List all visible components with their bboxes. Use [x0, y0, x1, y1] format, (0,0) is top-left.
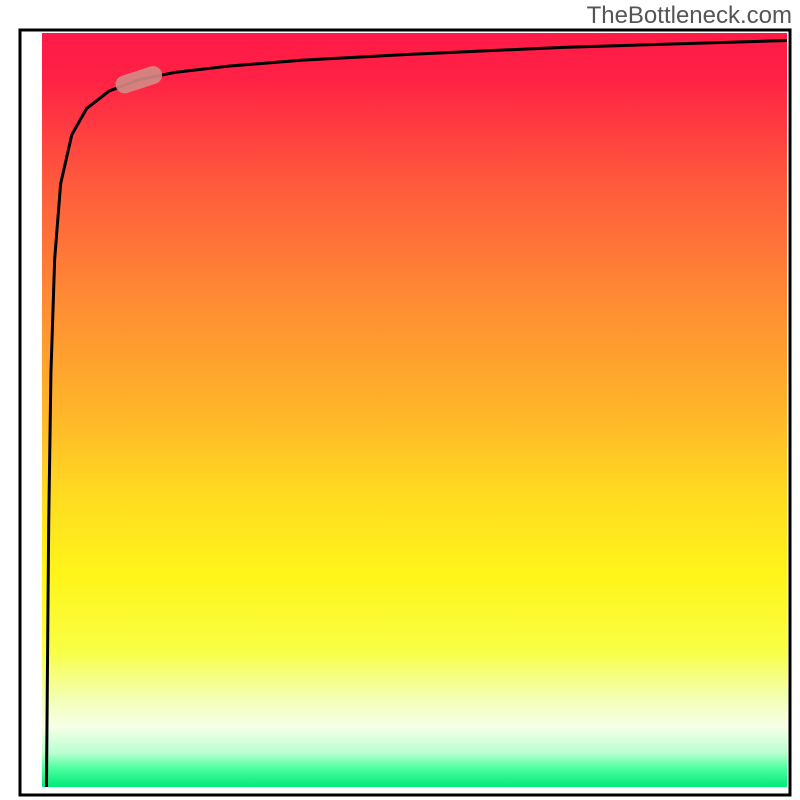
chart-stage: TheBottleneck.com [0, 0, 800, 800]
chart-svg [0, 0, 800, 800]
plot-background-gradient [42, 33, 787, 787]
watermark-text: TheBottleneck.com [587, 2, 792, 30]
